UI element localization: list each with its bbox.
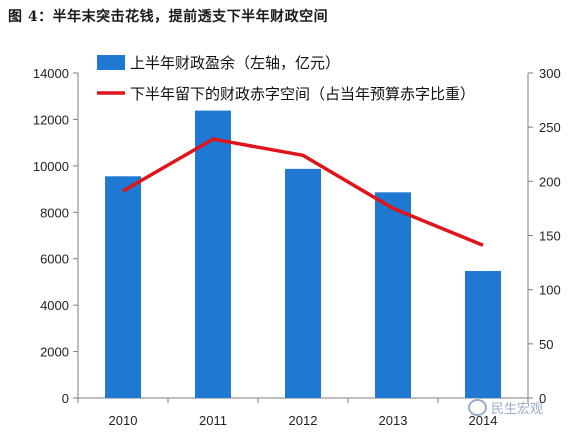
x-tick-label: 2014: [469, 413, 498, 428]
bar-2011: [195, 110, 231, 398]
x-tick-label: 2013: [379, 413, 408, 428]
right-tick-label: 300: [539, 66, 561, 81]
figure-title: 图 4：半年末突击花钱，提前透支下半年财政空间: [8, 9, 329, 25]
x-tick-label: 2010: [109, 413, 138, 428]
left-tick-label: 8000: [40, 205, 69, 220]
x-tick-label: 2012: [289, 413, 318, 428]
left-tick-label: 10000: [33, 159, 69, 174]
left-tick-label: 2000: [40, 345, 69, 360]
chart-legend: 上半年财政盈余（左轴，亿元） 下半年留下的财政赤字空间（占当年预算赤字比重）: [97, 54, 475, 103]
right-tick-label: 0: [539, 391, 546, 406]
bar-2013: [375, 192, 411, 398]
left-tick-label: 14000: [33, 66, 69, 81]
x-tick-label: 2011: [199, 413, 227, 428]
right-tick-label: 250: [539, 120, 561, 135]
right-tick-label: 100: [539, 283, 561, 298]
bar-2012: [285, 168, 321, 398]
legend-bar-swatch: [97, 55, 125, 70]
right-tick-label: 200: [539, 174, 561, 189]
watermark: 民生宏观: [468, 398, 543, 417]
left-tick-label: 6000: [40, 252, 69, 267]
bar-series: [105, 110, 501, 398]
line-series: [122, 137, 484, 247]
chart-axes: 0 2000 4000 6000 8000 10000 12000 14000 0 50 100 15…: [33, 66, 561, 428]
bar-2010: [105, 176, 141, 398]
left-tick-label: 0: [62, 391, 69, 406]
watermark-text: 民生宏观: [491, 402, 544, 417]
left-tick-label: 12000: [33, 112, 69, 127]
right-tick-label: 50: [539, 337, 553, 352]
bar-2014: [465, 271, 501, 398]
right-tick-label: 150: [539, 229, 561, 244]
legend-line-label: 下半年留下的财政赤字空间（占当年预算赤字比重）: [130, 85, 475, 103]
wechat-icon: [468, 399, 487, 416]
left-tick-label: 4000: [40, 298, 69, 313]
legend-bar-label: 上半年财政盈余（左轴，亿元）: [130, 54, 340, 72]
